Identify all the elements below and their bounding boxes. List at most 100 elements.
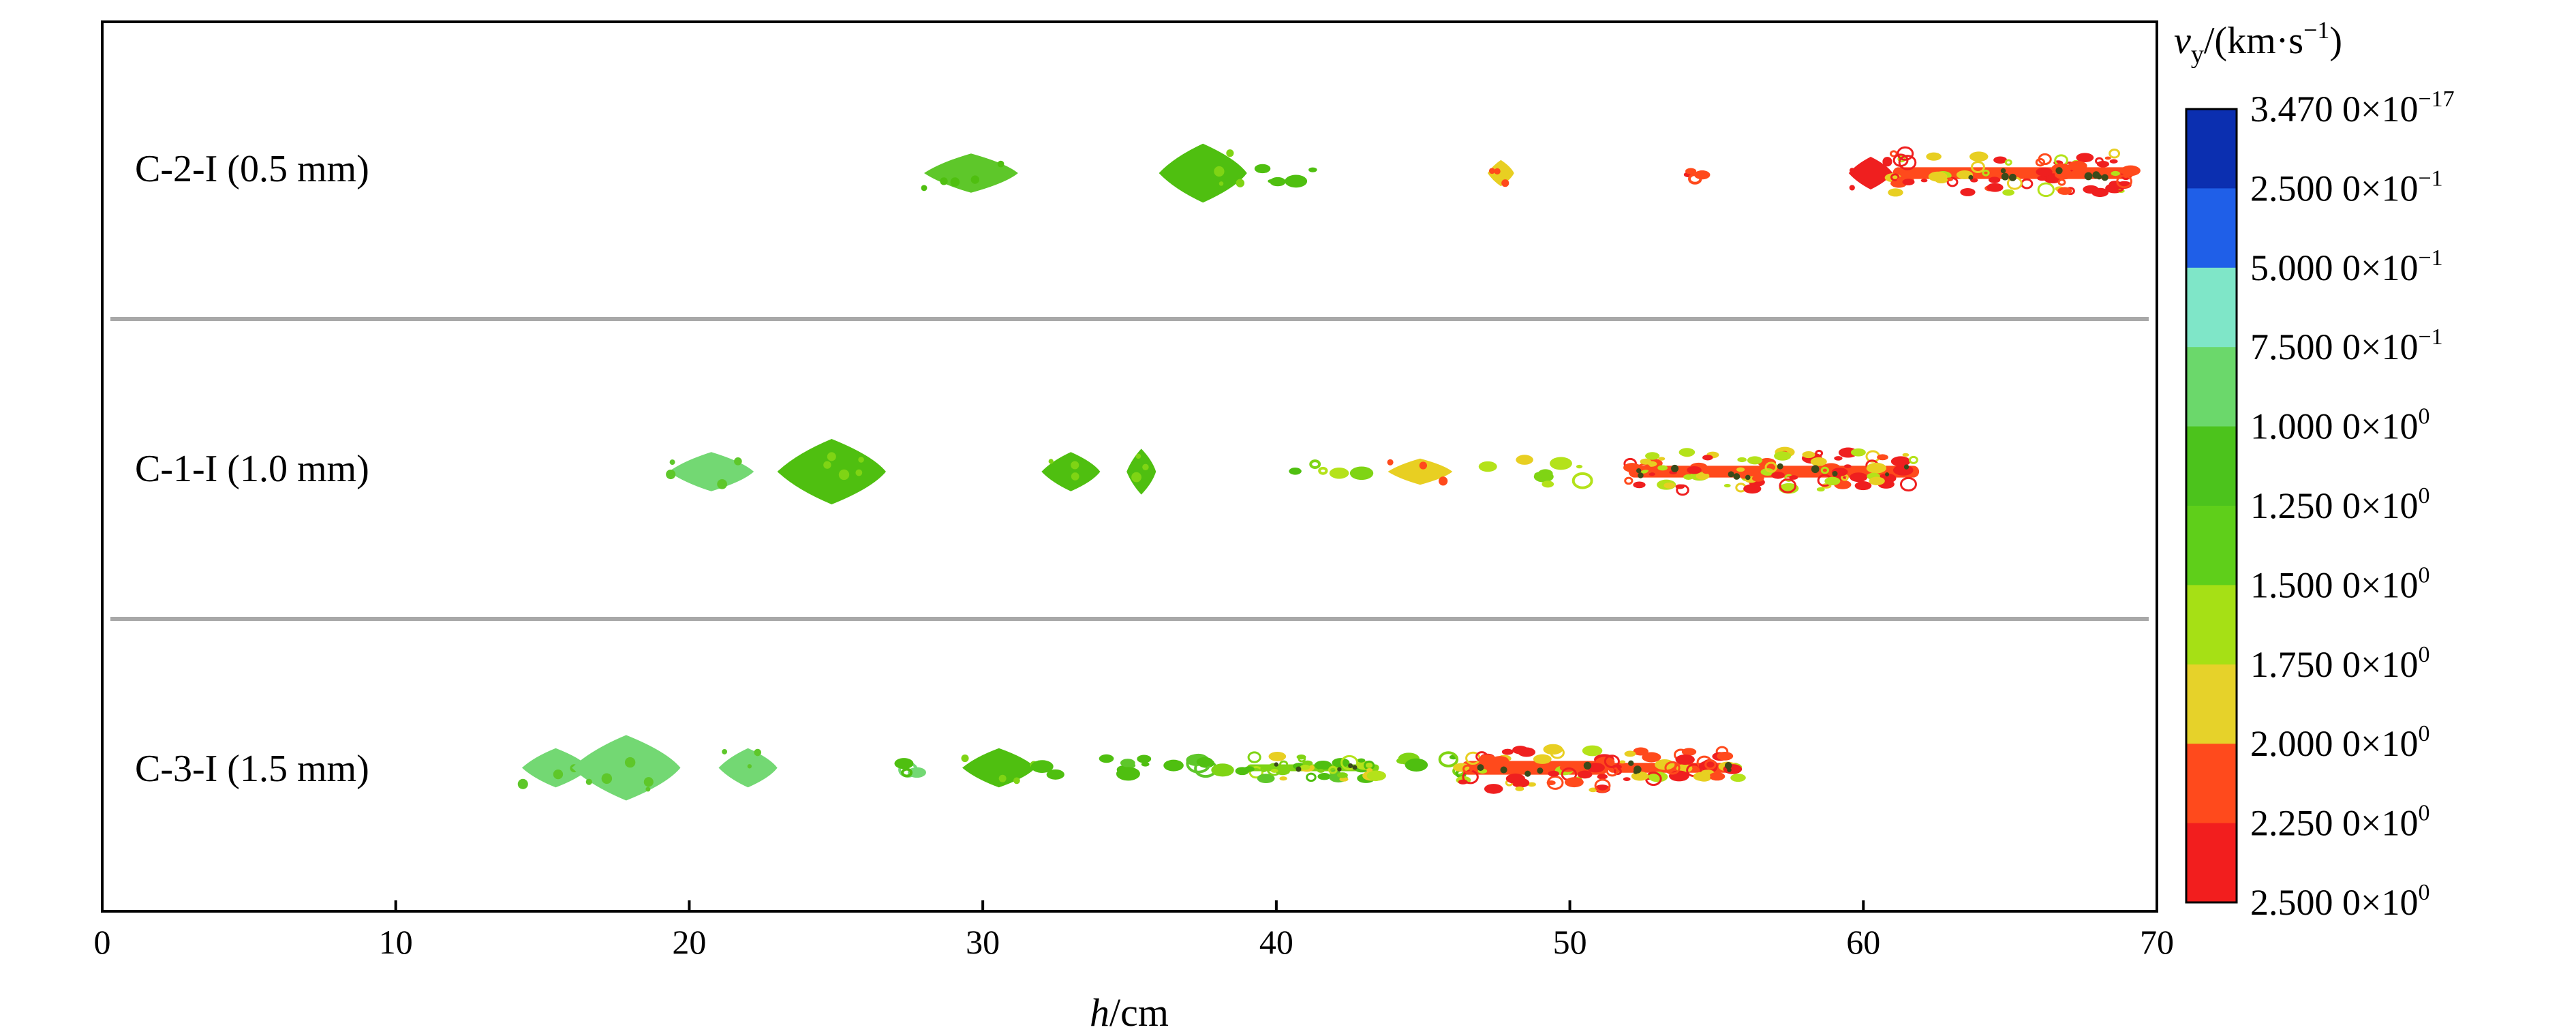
- fragment-dot: [1308, 167, 1317, 172]
- fragment-speck: [1071, 472, 1079, 481]
- fragment-dark-spot: [1832, 470, 1838, 477]
- fragment-particle: [1257, 774, 1275, 783]
- fragment-speck: [747, 764, 752, 769]
- fragment-ring: [1815, 449, 1824, 457]
- fragment-particle: [1366, 767, 1373, 772]
- fragment-blob: [669, 452, 754, 491]
- fragment-particle: [1633, 747, 1649, 756]
- fragment-particle: [1478, 755, 1497, 765]
- fragment-particle: [1802, 451, 1815, 459]
- fragment-particle: [1546, 780, 1556, 786]
- fragment-dark-spot: [1634, 765, 1642, 774]
- fragment-particle: [1515, 786, 1524, 791]
- fragment-dot: [1289, 468, 1302, 475]
- fragment-dark-spot: [1628, 760, 1634, 766]
- fragment-dark-spot: [1583, 761, 1592, 770]
- fragment-dot: [1120, 759, 1135, 767]
- fragment-speck: [1226, 149, 1234, 157]
- fragment-ring: [1247, 751, 1261, 763]
- fragment-ring: [1594, 778, 1611, 793]
- fragment-blob: [1126, 448, 1156, 495]
- fragment-speck: [601, 773, 613, 784]
- fragment-particle: [1275, 767, 1290, 776]
- fragment-speck: [1135, 453, 1141, 459]
- fragment-speck: [1882, 157, 1892, 167]
- fragment-particle: [1751, 475, 1764, 482]
- fragment-dark-spot: [1337, 767, 1342, 772]
- fragment-particle: [1317, 769, 1325, 773]
- colorbar-swatch: [2186, 347, 2237, 427]
- fragment-particle: [1317, 773, 1331, 780]
- fragment-particle: [2109, 159, 2118, 164]
- fragment-particle: [1339, 776, 1349, 782]
- fragment-speck: [827, 452, 836, 461]
- fragment-speck: [624, 757, 636, 768]
- fragment-particle: [1314, 761, 1332, 770]
- fragment-particle: [2111, 170, 2120, 177]
- colorbar-swatch: [2186, 823, 2237, 903]
- fragment-ring: [1704, 759, 1717, 770]
- fragment-particle: [1644, 763, 1655, 770]
- fragment-particle: [1789, 475, 1798, 480]
- fragment-blob: [1387, 458, 1453, 485]
- panel-label-c2: C-2-I (0.5 mm): [135, 148, 369, 190]
- colorbar-label: 1.000 0×100: [2250, 404, 2429, 447]
- fragment-dot: [1478, 461, 1497, 472]
- fragment-dot: [1099, 754, 1114, 763]
- fragment-particle: [1850, 472, 1868, 483]
- colorbar-swatch: [2186, 426, 2237, 506]
- fragment-dot: [1405, 758, 1428, 772]
- fragment-ring: [2095, 157, 2104, 165]
- fragment-speck: [643, 777, 654, 787]
- fragment-particle: [1774, 451, 1792, 461]
- fragment-dark-spot: [2092, 171, 2100, 179]
- fragment-particle: [2104, 156, 2111, 160]
- fragment-particle: [1533, 754, 1552, 764]
- fragment-particle: [1850, 448, 1866, 457]
- fragment-dark-spot: [1728, 471, 1734, 478]
- fragment-blob: [924, 153, 1018, 193]
- colorbar-label: 2.500 0×100: [2250, 880, 2429, 923]
- colorbar-title: vy/(km·s−1): [2174, 16, 2342, 69]
- fragment-particle: [1758, 458, 1777, 468]
- fragment-dot: [1576, 464, 1583, 469]
- fragment-particle: [1642, 752, 1661, 763]
- fragment-dot: [1685, 168, 1697, 174]
- fragment-ring: [2004, 159, 2012, 166]
- fragment-particle: [2120, 165, 2141, 177]
- colorbar-label: 2.000 0×100: [2250, 721, 2429, 764]
- fragment-particle: [1993, 156, 2008, 164]
- fragment-dot: [1349, 466, 1374, 481]
- fragment-particle: [1336, 772, 1348, 778]
- fragment-dot: [1542, 481, 1554, 488]
- fragment-speck: [722, 748, 728, 755]
- fragment-particle: [2037, 175, 2047, 181]
- fragment-dot: [1270, 177, 1286, 187]
- fragment-dot: [1196, 757, 1213, 767]
- fragment-particle: [1279, 776, 1287, 781]
- fragment-particle: [1675, 484, 1685, 489]
- fragment-particle: [1623, 777, 1631, 781]
- fragment-particle: [1834, 456, 1843, 461]
- fragment-dark-spot: [1777, 463, 1783, 470]
- fragment-dark-spot: [2055, 167, 2063, 174]
- fragment-speck: [1131, 472, 1141, 483]
- fragment-particle: [1300, 764, 1310, 770]
- fragment-particle: [1675, 754, 1695, 765]
- fragment-dark-spot: [1295, 766, 1302, 772]
- fragment-particle: [1877, 454, 1888, 461]
- fragment-particle: [1484, 784, 1503, 794]
- colorbar: 3.470 0×10−17 2.500 0×10−1 5.000 0×10−1 7.5…: [2185, 87, 2455, 923]
- fragment-dark-spot: [1968, 174, 1974, 180]
- fragment-particle: [1657, 465, 1668, 471]
- fragment-dark-spot: [1903, 464, 1910, 470]
- fragment-ring: [1328, 765, 1338, 774]
- fragment-speck: [517, 778, 528, 789]
- colorbar-swatch: [2186, 664, 2237, 744]
- fragment-ring: [1899, 476, 1917, 492]
- fragment-particle: [1854, 481, 1872, 491]
- fragment-particle: [1709, 772, 1726, 781]
- fragment-speck: [823, 461, 831, 469]
- fragment-particle: [1693, 772, 1711, 781]
